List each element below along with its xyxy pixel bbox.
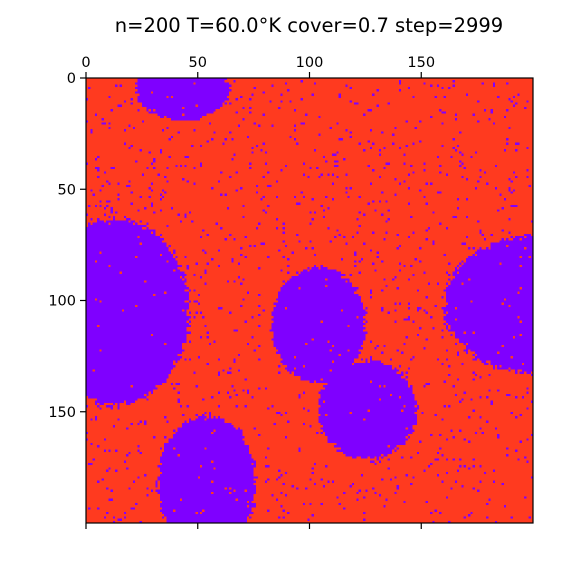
lattice-cells bbox=[86, 78, 533, 523]
x-tick-label: 100 bbox=[296, 55, 324, 71]
chart-title: n=200 T=60.0°K cover=0.7 step=2999 bbox=[115, 14, 503, 37]
y-tick-label: 50 bbox=[58, 182, 76, 198]
y-tick-label: 100 bbox=[48, 294, 76, 310]
x-tick-label: 150 bbox=[407, 55, 435, 71]
heatmap-image bbox=[86, 78, 533, 523]
x-axis: 0 50 100 150 bbox=[81, 55, 435, 529]
x-tick-label: 0 bbox=[81, 55, 90, 71]
y-tick-label: 150 bbox=[48, 405, 76, 421]
x-tick-label: 50 bbox=[189, 55, 207, 71]
y-tick-label: 0 bbox=[67, 71, 76, 87]
y-axis: 0 50 100 150 bbox=[48, 71, 86, 421]
